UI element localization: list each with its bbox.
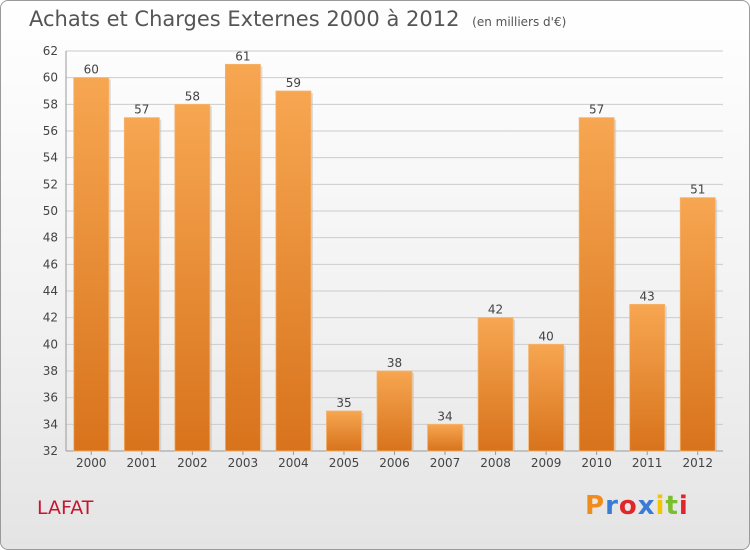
- y-tick-label: 58: [43, 97, 58, 111]
- y-tick-label: 48: [43, 231, 58, 245]
- data-label: 58: [185, 89, 200, 103]
- x-tick-label: 2001: [127, 456, 158, 470]
- chart-subtitle: (en milliers d'€): [472, 15, 567, 29]
- bar: [224, 63, 261, 452]
- bar: [629, 303, 666, 452]
- label-layer: 32 34 36 38 40 42 44 46 48 50 52 54 56 58 60 62 60 2000 57…: [43, 44, 713, 470]
- logo-letter: i: [655, 491, 666, 521]
- bar: [73, 77, 110, 452]
- y-tick-label: 44: [43, 284, 58, 298]
- data-label: 57: [589, 103, 604, 117]
- logo-letter: o: [618, 491, 638, 521]
- bar: [427, 423, 463, 452]
- y-tick-label: 38: [43, 364, 58, 378]
- logo-letter: t: [665, 491, 679, 521]
- bar: [477, 317, 514, 452]
- bar: [528, 343, 565, 452]
- y-tick-label: 60: [43, 71, 58, 85]
- data-label: 35: [336, 396, 351, 410]
- data-label: 51: [690, 183, 705, 197]
- bar: [174, 103, 211, 452]
- x-tick-label: 2000: [76, 456, 107, 470]
- data-label: 43: [640, 289, 655, 303]
- x-tick-label: 2012: [682, 456, 713, 470]
- x-tick-label: 2009: [531, 456, 562, 470]
- y-tick-label: 32: [43, 444, 58, 458]
- data-label: 61: [235, 49, 250, 63]
- y-tick-label: 36: [43, 391, 58, 405]
- proxiti-logo[interactable]: Proxiti: [585, 491, 689, 521]
- y-tick-label: 56: [43, 124, 58, 138]
- bar: [123, 117, 160, 452]
- logo-letter: x: [637, 491, 656, 521]
- y-tick-label: 62: [43, 44, 58, 58]
- y-tick-label: 52: [43, 177, 58, 191]
- bar: [376, 370, 413, 452]
- data-label: 60: [84, 63, 99, 77]
- data-label: 42: [488, 303, 503, 317]
- data-label: 34: [437, 409, 452, 423]
- bar: [326, 410, 362, 452]
- logo-letter: i: [678, 491, 689, 521]
- x-tick-label: 2008: [480, 456, 511, 470]
- y-tick-label: 34: [43, 417, 58, 431]
- y-tick-label: 54: [43, 151, 58, 165]
- y-tick-label: 46: [43, 257, 58, 271]
- bar-layer: [73, 63, 718, 452]
- data-label: 40: [538, 329, 553, 343]
- bar: [679, 197, 716, 452]
- bar: [578, 117, 615, 452]
- data-label: 38: [387, 356, 402, 370]
- logo-letter: P: [585, 491, 606, 521]
- chart-title: Achats et Charges Externes 2000 à 2012 (…: [29, 7, 566, 31]
- data-label: 59: [286, 76, 301, 90]
- logo-letter: r: [605, 491, 619, 521]
- x-tick-label: 2004: [278, 456, 309, 470]
- commune-name: LAFAT: [37, 497, 94, 519]
- y-tick-label: 50: [43, 204, 58, 218]
- x-tick-label: 2002: [177, 456, 208, 470]
- x-tick-label: 2010: [581, 456, 612, 470]
- chart-title-text: Achats et Charges Externes 2000 à 2012: [29, 7, 460, 31]
- x-tick-label: 2005: [329, 456, 360, 470]
- x-tick-label: 2007: [430, 456, 461, 470]
- bar: [275, 90, 312, 452]
- data-label: 57: [134, 103, 149, 117]
- x-tick-label: 2003: [228, 456, 259, 470]
- x-tick-label: 2006: [379, 456, 410, 470]
- y-tick-label: 40: [43, 337, 58, 351]
- x-tick-label: 2011: [632, 456, 663, 470]
- y-tick-label: 42: [43, 311, 58, 325]
